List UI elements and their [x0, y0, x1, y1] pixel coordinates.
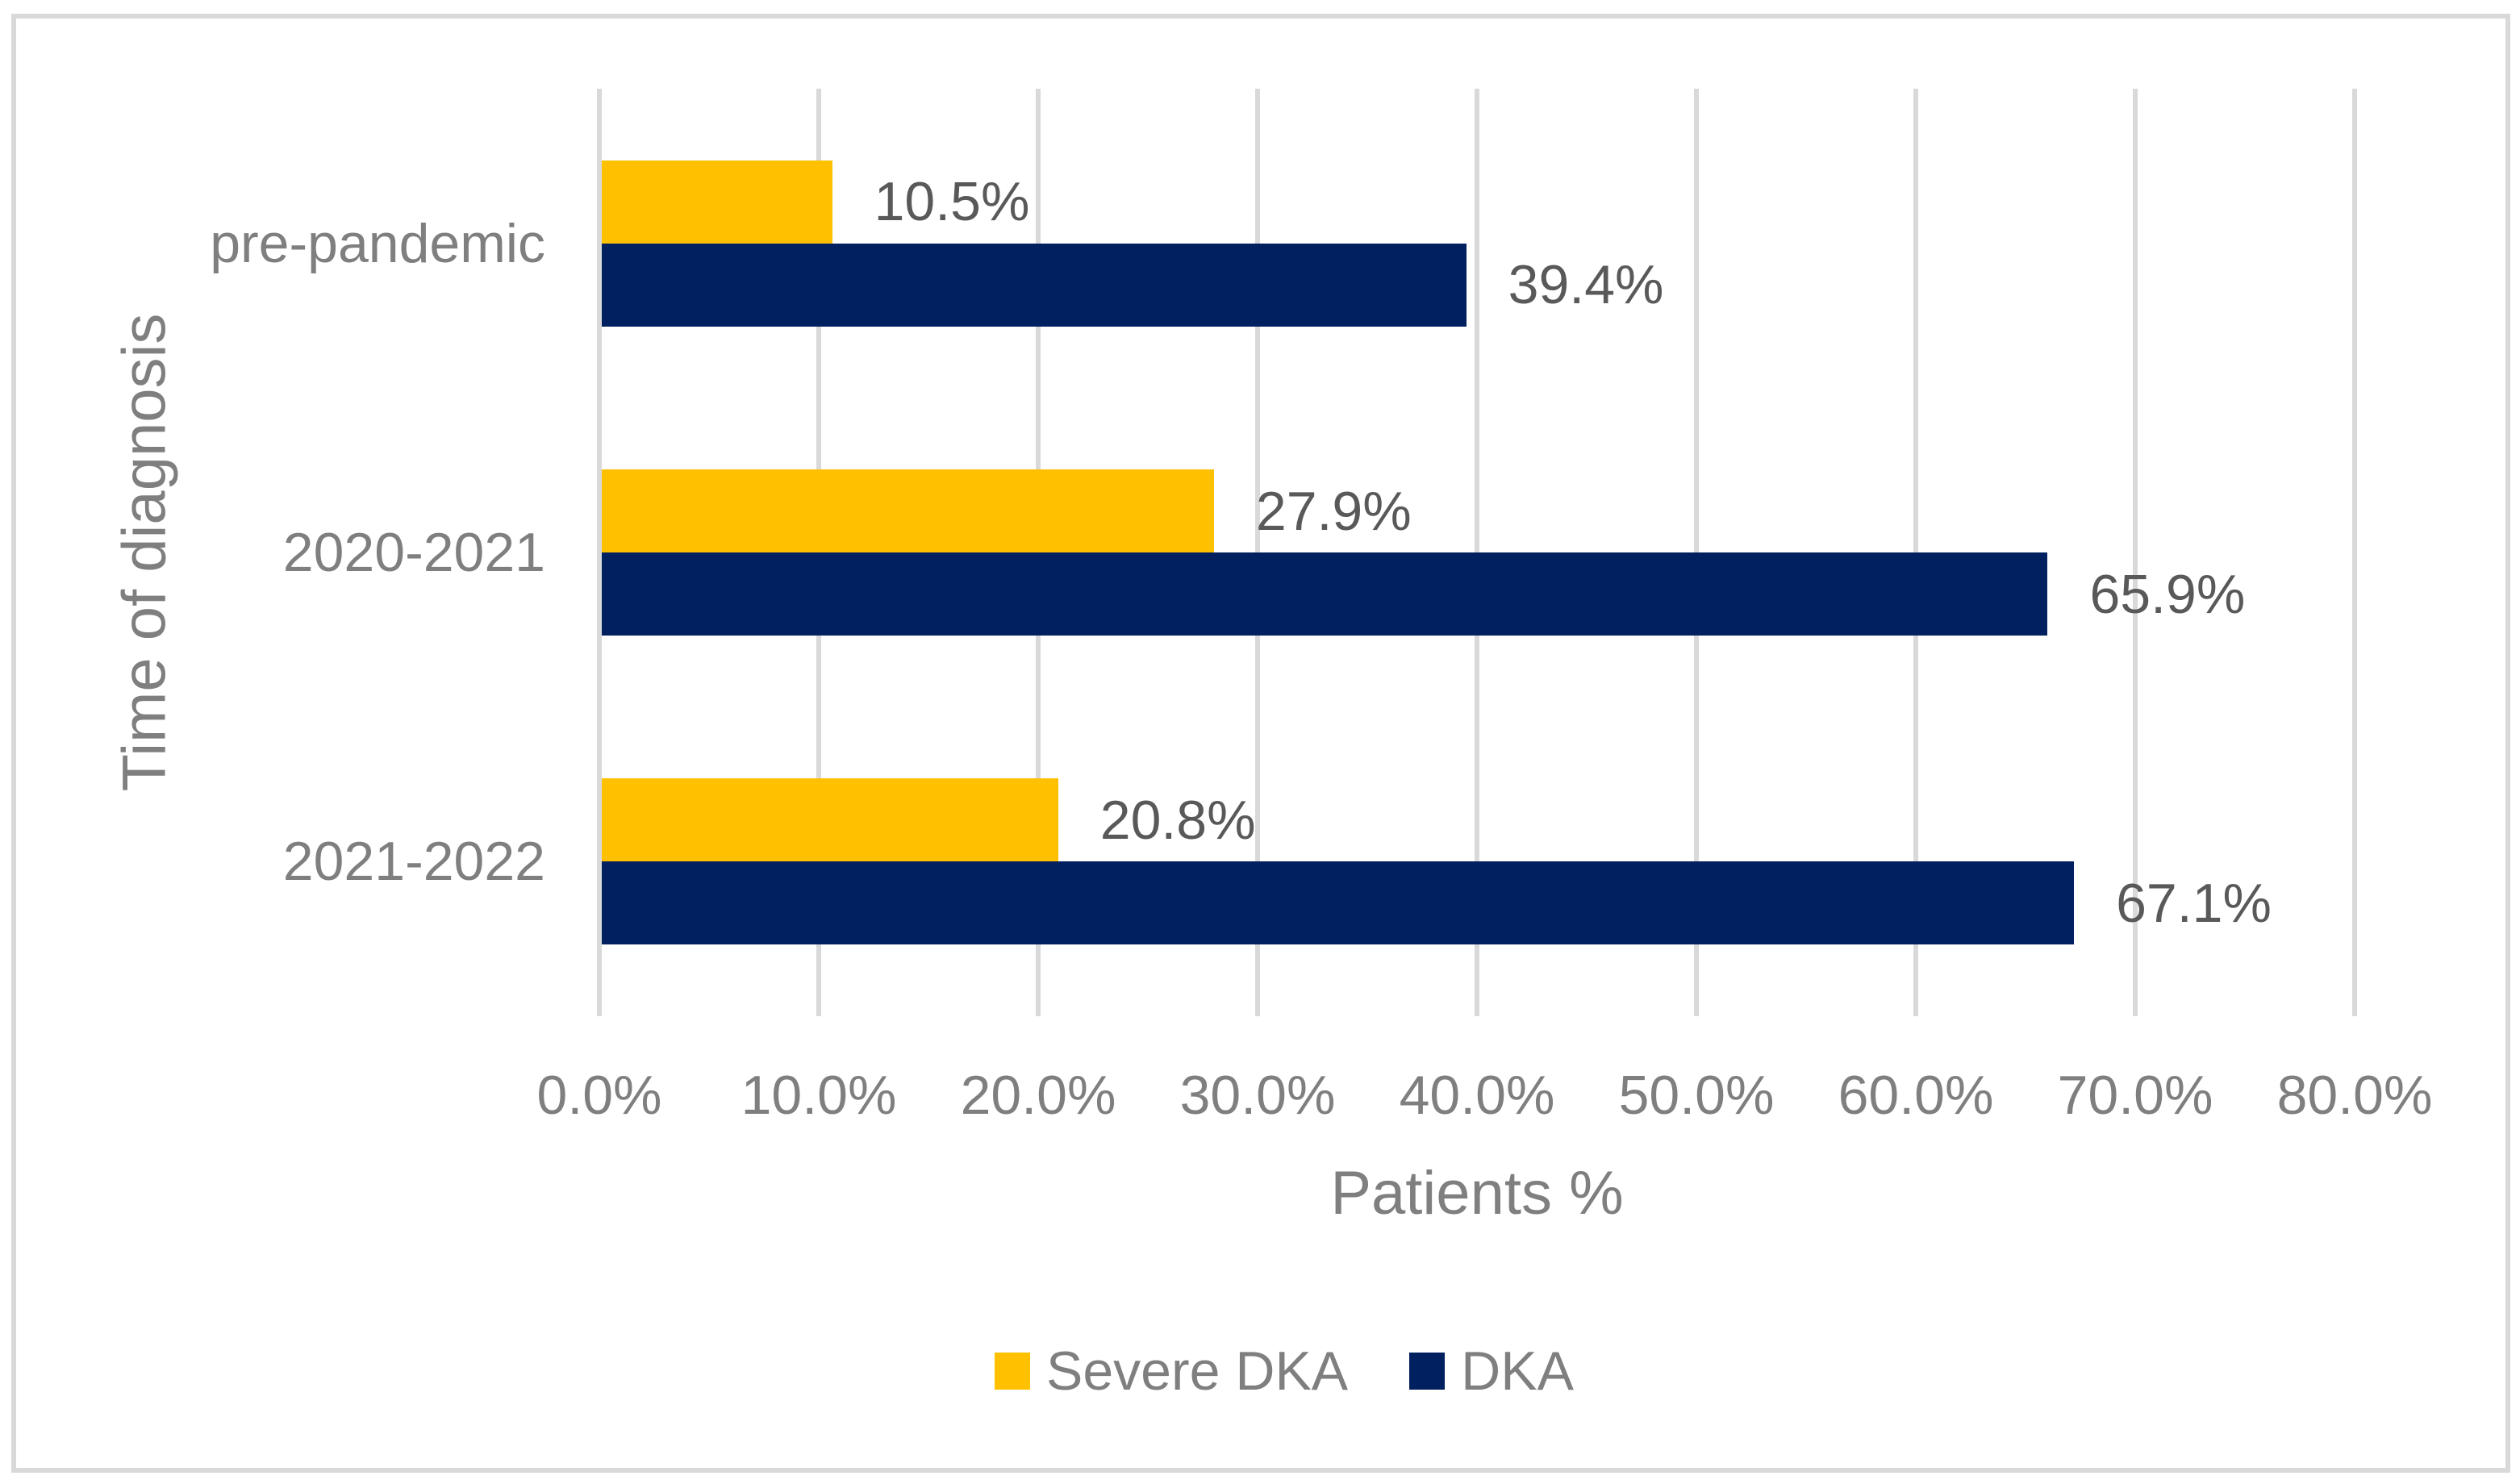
- gridline-80.0%: [2352, 89, 2357, 1016]
- x-tick-label: 10.0%: [741, 1065, 897, 1126]
- value-label: 10.5%: [874, 171, 1030, 233]
- legend-item-dka: DKA: [1409, 1333, 1574, 1409]
- bar-severe-dka: [602, 160, 832, 244]
- value-label: 27.9%: [1255, 480, 1412, 542]
- bar-dka: [602, 243, 1467, 327]
- category-label: 2021-2022: [282, 831, 545, 893]
- value-label: 65.9%: [2089, 563, 2246, 625]
- x-tick-label: 60.0%: [1838, 1065, 1994, 1126]
- category-label: pre-pandemic: [210, 212, 545, 274]
- x-tick-label: 50.0%: [1618, 1065, 1775, 1126]
- value-label: 39.4%: [1508, 254, 1664, 316]
- dka-swatch-icon: [1409, 1353, 1446, 1390]
- legend-label-dka: DKA: [1461, 1340, 1574, 1402]
- x-tick-label: 30.0%: [1179, 1065, 1336, 1126]
- legend-label-severe-dka: Severe DKA: [1046, 1340, 1349, 1402]
- gridline-70.0%: [2133, 89, 2138, 1016]
- x-axis-title: Patients %: [1330, 1159, 1624, 1228]
- bar-dka: [602, 861, 2075, 945]
- severe-dka-swatch-icon: [995, 1353, 1030, 1390]
- bar-dka: [602, 552, 2048, 636]
- y-axis-title: Time of diagnosis: [110, 313, 179, 792]
- x-tick-label: 80.0%: [2276, 1065, 2433, 1126]
- value-label: 67.1%: [2116, 872, 2272, 934]
- gridline-0.0%: [597, 89, 602, 1016]
- legend: Severe DKA DKA: [995, 1333, 1574, 1409]
- x-tick-label: 20.0%: [960, 1065, 1116, 1126]
- x-tick-label: 70.0%: [2057, 1065, 2213, 1126]
- x-tick-label: 40.0%: [1399, 1065, 1555, 1126]
- category-label: 2020-2021: [282, 522, 545, 583]
- bar-severe-dka: [602, 469, 1214, 552]
- x-tick-label: 0.0%: [536, 1065, 662, 1126]
- bar-severe-dka: [602, 778, 1058, 862]
- plot-area: [597, 89, 2357, 1016]
- value-label: 20.8%: [1099, 789, 1256, 851]
- legend-item-severe-dka: Severe DKA: [995, 1333, 1348, 1409]
